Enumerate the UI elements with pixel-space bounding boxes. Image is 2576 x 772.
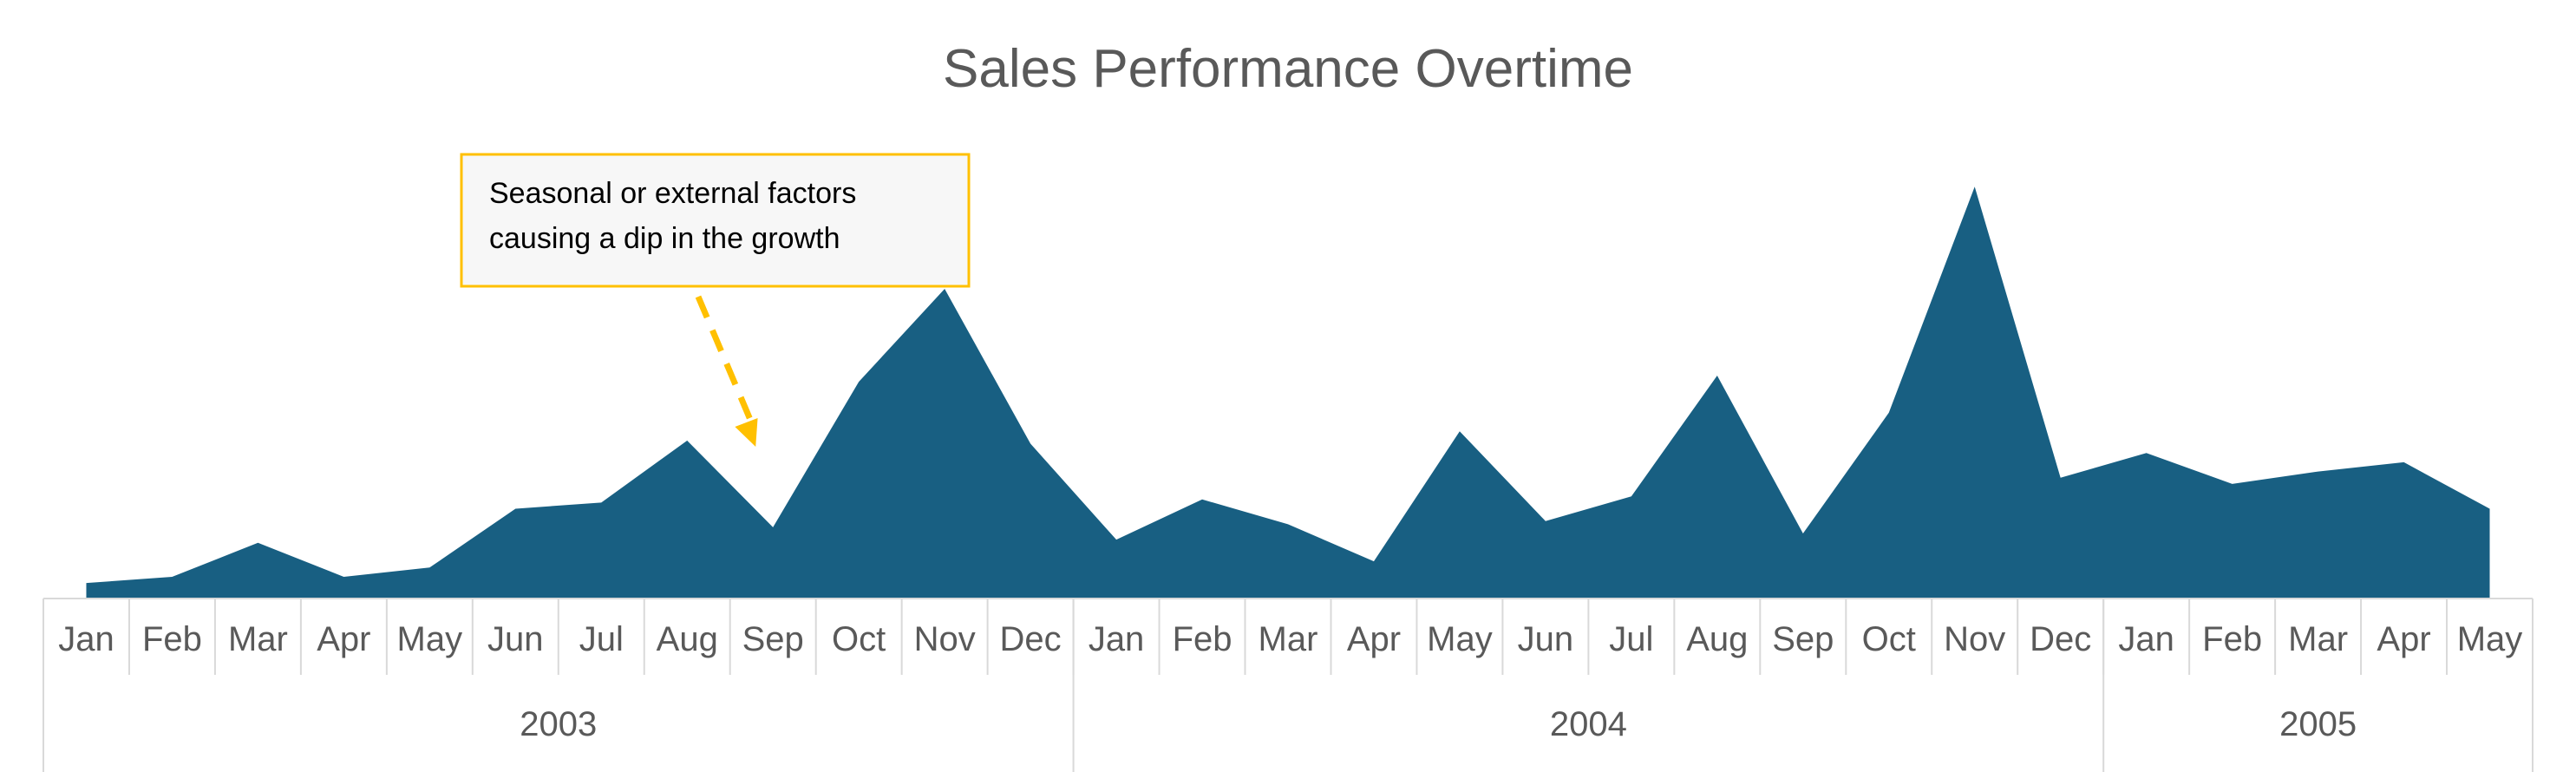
area-layer (86, 186, 2490, 599)
month-tick-label: Aug (1686, 620, 1748, 658)
callout-arrow-head (735, 417, 758, 447)
month-tick-label: Sep (742, 620, 804, 658)
month-tick-label: Jul (579, 620, 624, 658)
month-tick-label: Nov (914, 620, 976, 658)
month-tick-label: Jan (58, 620, 114, 658)
month-tick-label: Oct (832, 620, 886, 658)
month-tick-label: Sep (1772, 620, 1834, 658)
month-tick-label: Mar (2288, 620, 2348, 658)
annotation: Seasonal or external factors causing a di… (460, 153, 971, 447)
callout-text: Seasonal or external factors (489, 177, 856, 210)
year-label: 2004 (1550, 705, 1627, 743)
month-tick-label: Oct (1862, 620, 1916, 658)
month-tick-label: Jan (2118, 620, 2174, 658)
month-tick-label: Feb (142, 620, 202, 658)
month-tick-label: Jul (1609, 620, 1653, 658)
month-tick-label: Nov (1944, 620, 2005, 658)
month-tick-label: Apr (2377, 620, 2430, 658)
month-tick-label: Mar (1259, 620, 1318, 658)
month-tick-label: May (2457, 620, 2523, 658)
callout-arrow-line (695, 295, 755, 426)
month-tick-label: Jun (1518, 620, 1574, 658)
month-tick-label: May (1427, 620, 1493, 658)
month-tick-label: Jan (1089, 620, 1145, 658)
month-tick-label: Feb (2202, 620, 2262, 658)
year-label: 2003 (520, 705, 597, 743)
year-label: 2005 (2279, 705, 2357, 743)
x-axis: Jan Feb Mar Apr May Jun Jul Aug Sep Oct Nov Dec Jan F… (42, 598, 2534, 772)
month-tick-label: Dec (2030, 620, 2091, 658)
month-tick-label: May (397, 620, 463, 658)
month-tick-label: Apr (317, 620, 370, 658)
month-tick-label: Mar (228, 620, 288, 658)
callout-box (460, 153, 971, 288)
month-tick-label: Jun (487, 620, 544, 658)
month-tick-label: Apr (1347, 620, 1401, 658)
sales-area (86, 186, 2490, 599)
month-tick-label: Aug (657, 620, 718, 658)
month-tick-label: Feb (1173, 620, 1232, 658)
chart-title: Sales Performance Overtime (943, 39, 1633, 99)
month-tick-label: Dec (1000, 620, 1062, 658)
callout-text: causing a dip in the growth (489, 222, 840, 255)
